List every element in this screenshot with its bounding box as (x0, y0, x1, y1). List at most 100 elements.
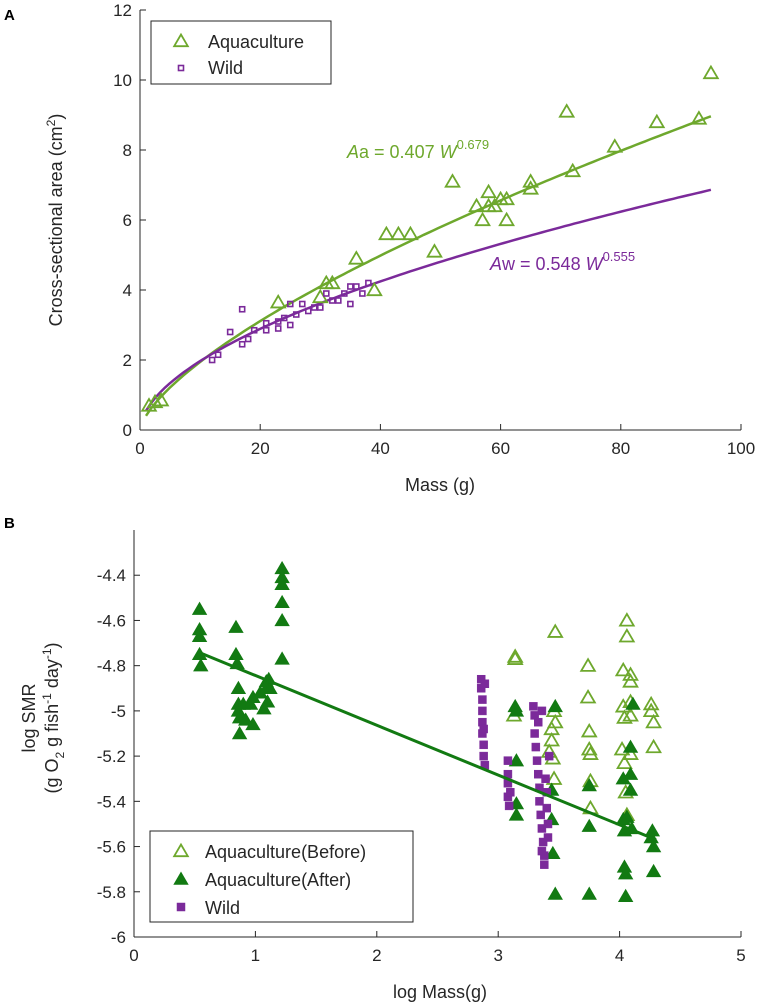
data-point-aquaculture-after (508, 703, 525, 717)
data-point-wild (298, 300, 306, 308)
data-point-aquaculture-after (622, 739, 639, 753)
data-point-wild (316, 304, 324, 311)
data-point-wild (479, 740, 488, 750)
panel-a-x-tick-label: 40 (371, 439, 390, 458)
legend-marker-wild (177, 64, 185, 72)
legend-box (149, 830, 414, 923)
annotation-wild-fit: Aw = 0.548 W0.555 (489, 249, 635, 274)
data-point-aquaculture (648, 113, 666, 129)
data-point-aquaculture-after (547, 886, 563, 900)
annotation-aquaculture-fit: Aa = 0.407 W0.679 (346, 137, 489, 162)
data-point-wild (335, 297, 342, 304)
data-point-aquaculture-after (508, 753, 525, 767)
data-point-aquaculture-before (614, 661, 632, 677)
panel-a-x-tick-label: 100 (727, 439, 755, 458)
data-point-aquaculture (269, 293, 287, 309)
panel-b-x-tick-label: 1 (251, 946, 260, 965)
panel-b-y-tick-label: -4.8 (97, 657, 126, 676)
data-point-wild (479, 724, 488, 734)
data-point-wild (347, 300, 354, 308)
data-point-aquaculture-after (625, 696, 641, 710)
legend-box (150, 20, 332, 85)
data-point-wild (323, 290, 330, 297)
data-point-aquaculture-before (642, 695, 660, 711)
panel-b-x-tick-label: 0 (129, 946, 138, 965)
data-point-aquaculture (702, 64, 720, 80)
data-point-wild (543, 819, 553, 829)
legend-marker-aquaculture-before (172, 842, 190, 858)
data-point-wild (280, 314, 288, 322)
data-point-aquaculture-after (237, 712, 254, 726)
panel-b: B 0 1 2 3 4 5 -6 -5.8 -5.6 -5.4 -5.2 -5 -4.8 -4.6 -4.4… (4, 515, 746, 1002)
panel-a-x-axis-label: Mass (g) (405, 475, 475, 495)
data-point-aquaculture (444, 173, 461, 188)
panel-a-y-axis-label: Cross-sectional area (cm2) (44, 114, 66, 327)
data-point-aquaculture (558, 103, 576, 118)
data-point-wild (537, 846, 547, 856)
data-point-aquaculture-after (617, 888, 634, 902)
panel-a-y-tick-label: 2 (123, 351, 132, 370)
data-point-wild (214, 351, 222, 359)
data-point-aquaculture (564, 162, 582, 178)
legend-label-aquaculture-after: Aquaculture(After) (205, 870, 351, 890)
panel-a-x-tick-label: 60 (491, 439, 510, 458)
data-point-aquaculture (390, 225, 407, 241)
data-point-aquaculture-after (274, 594, 290, 609)
panel-letter-b: B (4, 515, 15, 532)
data-point-aquaculture (498, 211, 516, 227)
panel-a-x-tick-label: 0 (135, 439, 144, 458)
data-point-wild (537, 706, 547, 716)
data-point-wild (542, 803, 552, 813)
panel-a-data-points (140, 64, 720, 412)
data-point-aquaculture-before (616, 709, 633, 724)
data-point-aquaculture-after (581, 818, 597, 832)
panel-a-y-tick-label: 10 (113, 71, 132, 90)
data-point-wild (274, 325, 282, 332)
data-point-wild (238, 305, 246, 313)
data-point-wild (226, 328, 234, 336)
data-point-aquaculture (347, 250, 365, 265)
data-point-aquaculture (522, 180, 540, 195)
data-point-aquaculture (468, 197, 485, 213)
data-point-wild (532, 756, 542, 765)
data-point-aquaculture-after (508, 807, 525, 821)
legend-marker-wild (176, 902, 186, 912)
data-point-aquaculture-before (622, 745, 639, 760)
data-point-aquaculture (152, 391, 170, 407)
panel-b-y-tick-label: -5.8 (97, 883, 126, 902)
data-point-wild (244, 335, 252, 343)
data-point-aquaculture-before (580, 722, 598, 738)
legend-label-aquaculture: Aquaculture (208, 32, 304, 52)
panel-a-y-tick-label: 4 (123, 281, 132, 300)
data-point-aquaculture-before (645, 713, 662, 729)
panel-a-x-tick-label: 20 (251, 439, 270, 458)
legend-marker (173, 871, 189, 885)
panel-b-x-tick-label: 4 (615, 946, 624, 965)
panel-b-y-tick-label: -4.4 (97, 566, 126, 585)
data-point-wild (534, 717, 543, 727)
data-point-aquaculture-after (245, 716, 261, 731)
data-point-aquaculture-before (546, 623, 564, 638)
panel-a-axes: 0 20 40 60 80 100 0 2 4 6 8 10 12 (113, 1, 755, 458)
panel-a-x-tick-label: 80 (611, 439, 630, 458)
data-point-wild (544, 751, 554, 761)
panel-a-y-tick-label: 12 (113, 1, 132, 20)
data-point-aquaculture-before (506, 650, 524, 665)
data-point-aquaculture (146, 393, 164, 409)
data-point-aquaculture-before (616, 754, 633, 769)
legend-marker (176, 902, 186, 912)
data-point-wild (262, 319, 270, 327)
data-point-aquaculture-before (618, 612, 636, 627)
data-point-wild (479, 751, 488, 761)
panel-b-axes: 0 1 2 3 4 5 -6 -5.8 -5.6 -5.4 -5.2 -5 -4.8 -4.6 -4.4 (97, 530, 746, 965)
data-point-wild (329, 297, 336, 304)
legend-label-wild: Wild (208, 58, 243, 78)
data-point-wild (250, 326, 258, 334)
legend-marker-aquaculture-after (173, 871, 189, 885)
data-point-wild (530, 729, 539, 738)
panel-b-y-tick-label: -5 (111, 702, 126, 721)
data-point-wild (341, 290, 348, 297)
data-point-wild (304, 307, 312, 315)
data-point-wild (503, 756, 513, 765)
